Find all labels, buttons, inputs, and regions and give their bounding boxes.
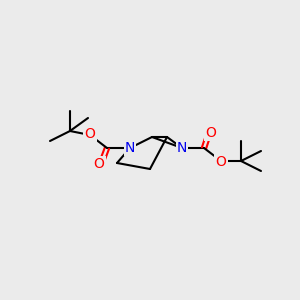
Text: O: O — [206, 126, 216, 140]
Text: O: O — [85, 127, 95, 141]
Text: O: O — [216, 155, 226, 169]
Text: N: N — [125, 141, 135, 155]
Text: N: N — [177, 141, 187, 155]
Text: O: O — [94, 157, 104, 171]
